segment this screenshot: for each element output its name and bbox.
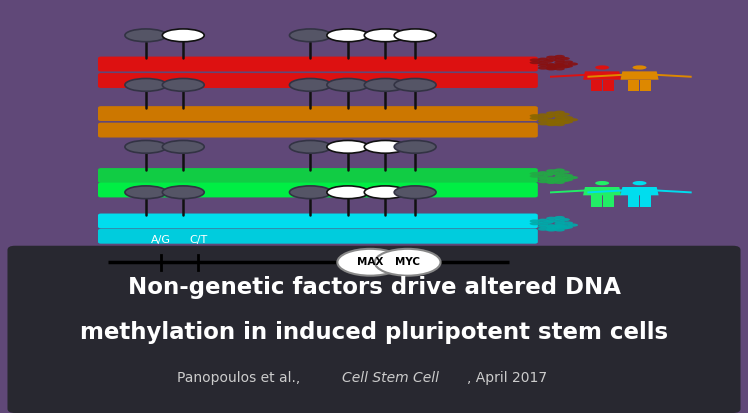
Ellipse shape <box>546 228 557 231</box>
Ellipse shape <box>554 222 565 225</box>
Ellipse shape <box>554 67 565 71</box>
Ellipse shape <box>546 225 557 228</box>
Polygon shape <box>583 71 621 80</box>
Ellipse shape <box>554 123 565 126</box>
Ellipse shape <box>633 65 646 70</box>
Ellipse shape <box>554 122 560 123</box>
Ellipse shape <box>554 119 565 122</box>
Ellipse shape <box>551 226 562 230</box>
Ellipse shape <box>546 172 557 175</box>
Polygon shape <box>550 74 585 78</box>
Ellipse shape <box>394 186 436 199</box>
Ellipse shape <box>538 113 548 116</box>
Ellipse shape <box>559 65 570 69</box>
Ellipse shape <box>554 117 565 120</box>
Ellipse shape <box>554 177 565 180</box>
Ellipse shape <box>551 179 562 182</box>
Ellipse shape <box>554 119 565 123</box>
Ellipse shape <box>289 29 331 42</box>
Text: C/T: C/T <box>189 235 207 245</box>
Ellipse shape <box>546 177 557 180</box>
Ellipse shape <box>554 55 565 58</box>
Polygon shape <box>591 80 601 91</box>
Ellipse shape <box>554 66 560 68</box>
Ellipse shape <box>546 66 557 70</box>
Ellipse shape <box>542 221 554 224</box>
Ellipse shape <box>554 64 565 67</box>
Ellipse shape <box>162 140 204 153</box>
Polygon shape <box>587 190 622 193</box>
Ellipse shape <box>546 180 552 181</box>
Ellipse shape <box>546 122 557 126</box>
Ellipse shape <box>595 65 609 70</box>
Ellipse shape <box>364 78 406 91</box>
Ellipse shape <box>530 114 540 117</box>
Ellipse shape <box>530 222 540 225</box>
Text: A/G: A/G <box>151 235 171 245</box>
Ellipse shape <box>364 140 406 153</box>
Ellipse shape <box>554 228 565 232</box>
Ellipse shape <box>546 56 557 59</box>
Ellipse shape <box>538 178 548 180</box>
Ellipse shape <box>162 29 204 42</box>
FancyBboxPatch shape <box>98 229 538 244</box>
Ellipse shape <box>554 175 565 178</box>
Ellipse shape <box>538 228 548 231</box>
Ellipse shape <box>554 224 565 228</box>
Ellipse shape <box>530 58 540 62</box>
Ellipse shape <box>554 58 560 59</box>
Ellipse shape <box>546 123 557 126</box>
Polygon shape <box>587 74 622 78</box>
Ellipse shape <box>546 178 557 180</box>
Ellipse shape <box>554 114 560 115</box>
Ellipse shape <box>538 62 548 65</box>
Ellipse shape <box>562 119 568 121</box>
Ellipse shape <box>562 177 568 178</box>
Ellipse shape <box>554 181 565 184</box>
Ellipse shape <box>542 59 554 63</box>
Ellipse shape <box>562 225 573 229</box>
Ellipse shape <box>562 178 573 181</box>
Ellipse shape <box>554 227 560 229</box>
Ellipse shape <box>530 117 540 120</box>
Ellipse shape <box>162 186 204 199</box>
Ellipse shape <box>125 29 167 42</box>
Text: Non-genetic factors drive altered DNA: Non-genetic factors drive altered DNA <box>127 275 621 299</box>
Ellipse shape <box>538 174 544 176</box>
Polygon shape <box>640 80 651 91</box>
Ellipse shape <box>551 121 562 124</box>
Ellipse shape <box>162 78 204 91</box>
Ellipse shape <box>562 120 573 123</box>
Ellipse shape <box>538 180 548 183</box>
Ellipse shape <box>559 121 570 124</box>
Ellipse shape <box>554 63 565 66</box>
Ellipse shape <box>538 60 544 62</box>
Ellipse shape <box>546 169 557 173</box>
Polygon shape <box>628 80 639 91</box>
Ellipse shape <box>289 186 331 199</box>
Ellipse shape <box>542 173 554 176</box>
Polygon shape <box>603 195 613 207</box>
Ellipse shape <box>394 29 436 42</box>
Ellipse shape <box>546 58 557 62</box>
Ellipse shape <box>546 217 557 220</box>
Ellipse shape <box>538 171 548 174</box>
Ellipse shape <box>559 218 570 221</box>
Ellipse shape <box>337 249 403 276</box>
Ellipse shape <box>633 181 646 185</box>
Ellipse shape <box>554 171 560 173</box>
Ellipse shape <box>562 221 573 225</box>
Ellipse shape <box>327 78 369 91</box>
Text: Cell Stem Cell: Cell Stem Cell <box>342 371 439 385</box>
Ellipse shape <box>546 120 557 123</box>
Text: , April 2017: , April 2017 <box>468 371 548 385</box>
Ellipse shape <box>538 223 548 226</box>
Ellipse shape <box>554 61 565 64</box>
Ellipse shape <box>562 116 573 119</box>
Ellipse shape <box>538 225 548 228</box>
Ellipse shape <box>554 216 565 219</box>
Polygon shape <box>621 71 658 80</box>
Ellipse shape <box>538 66 548 70</box>
FancyBboxPatch shape <box>98 73 538 88</box>
